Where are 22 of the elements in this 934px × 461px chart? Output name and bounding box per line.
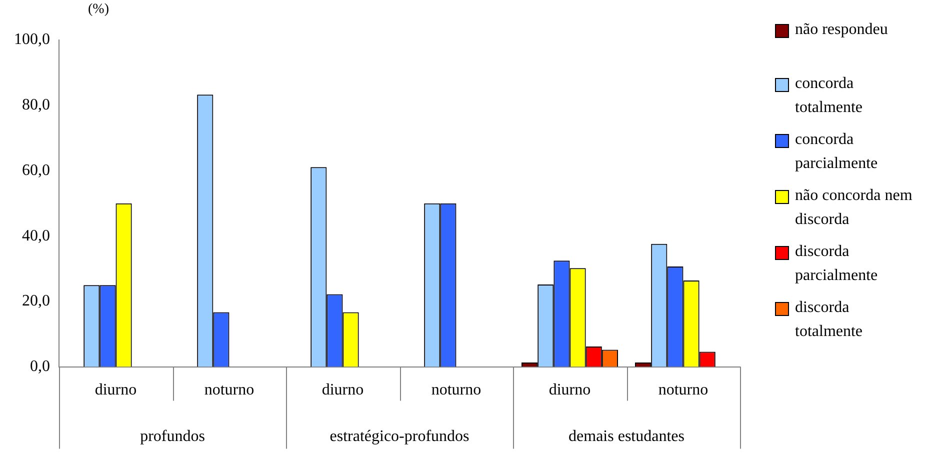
legend-label: não respondeu — [795, 20, 888, 40]
x-tick-label: diurno — [548, 382, 591, 399]
text: estratégico-profundos — [330, 428, 470, 446]
y-tick-label: 80,0 — [22, 96, 50, 114]
text: demais estudantes — [568, 428, 684, 446]
legend-label: concorda parcialmente — [795, 130, 879, 174]
text: profundos — [140, 428, 205, 446]
legend-label: discorda totalmente — [795, 298, 864, 342]
x-tick-label: diurno — [94, 382, 137, 399]
y-tick-label: 20,0 — [22, 292, 50, 310]
y-tick-label: 60,0 — [22, 162, 50, 179]
x-tick-label: noturno — [204, 382, 254, 399]
legend-label: não concorda nem discorda — [795, 186, 914, 230]
y-tick-label: 0,0 — [30, 358, 50, 376]
legend-label: discorda parcialmente — [795, 242, 879, 286]
y-tick-label: 40,0 — [22, 227, 50, 244]
x-tick-label: noturno — [658, 382, 708, 399]
y-axis-title: (%) — [88, 2, 109, 18]
legend-label: concorda totalmente — [795, 74, 864, 118]
x-tick-label: diurno — [322, 382, 364, 399]
x-tick-label: noturno — [431, 382, 482, 399]
y-tick-label: 100,0 — [14, 31, 50, 48]
